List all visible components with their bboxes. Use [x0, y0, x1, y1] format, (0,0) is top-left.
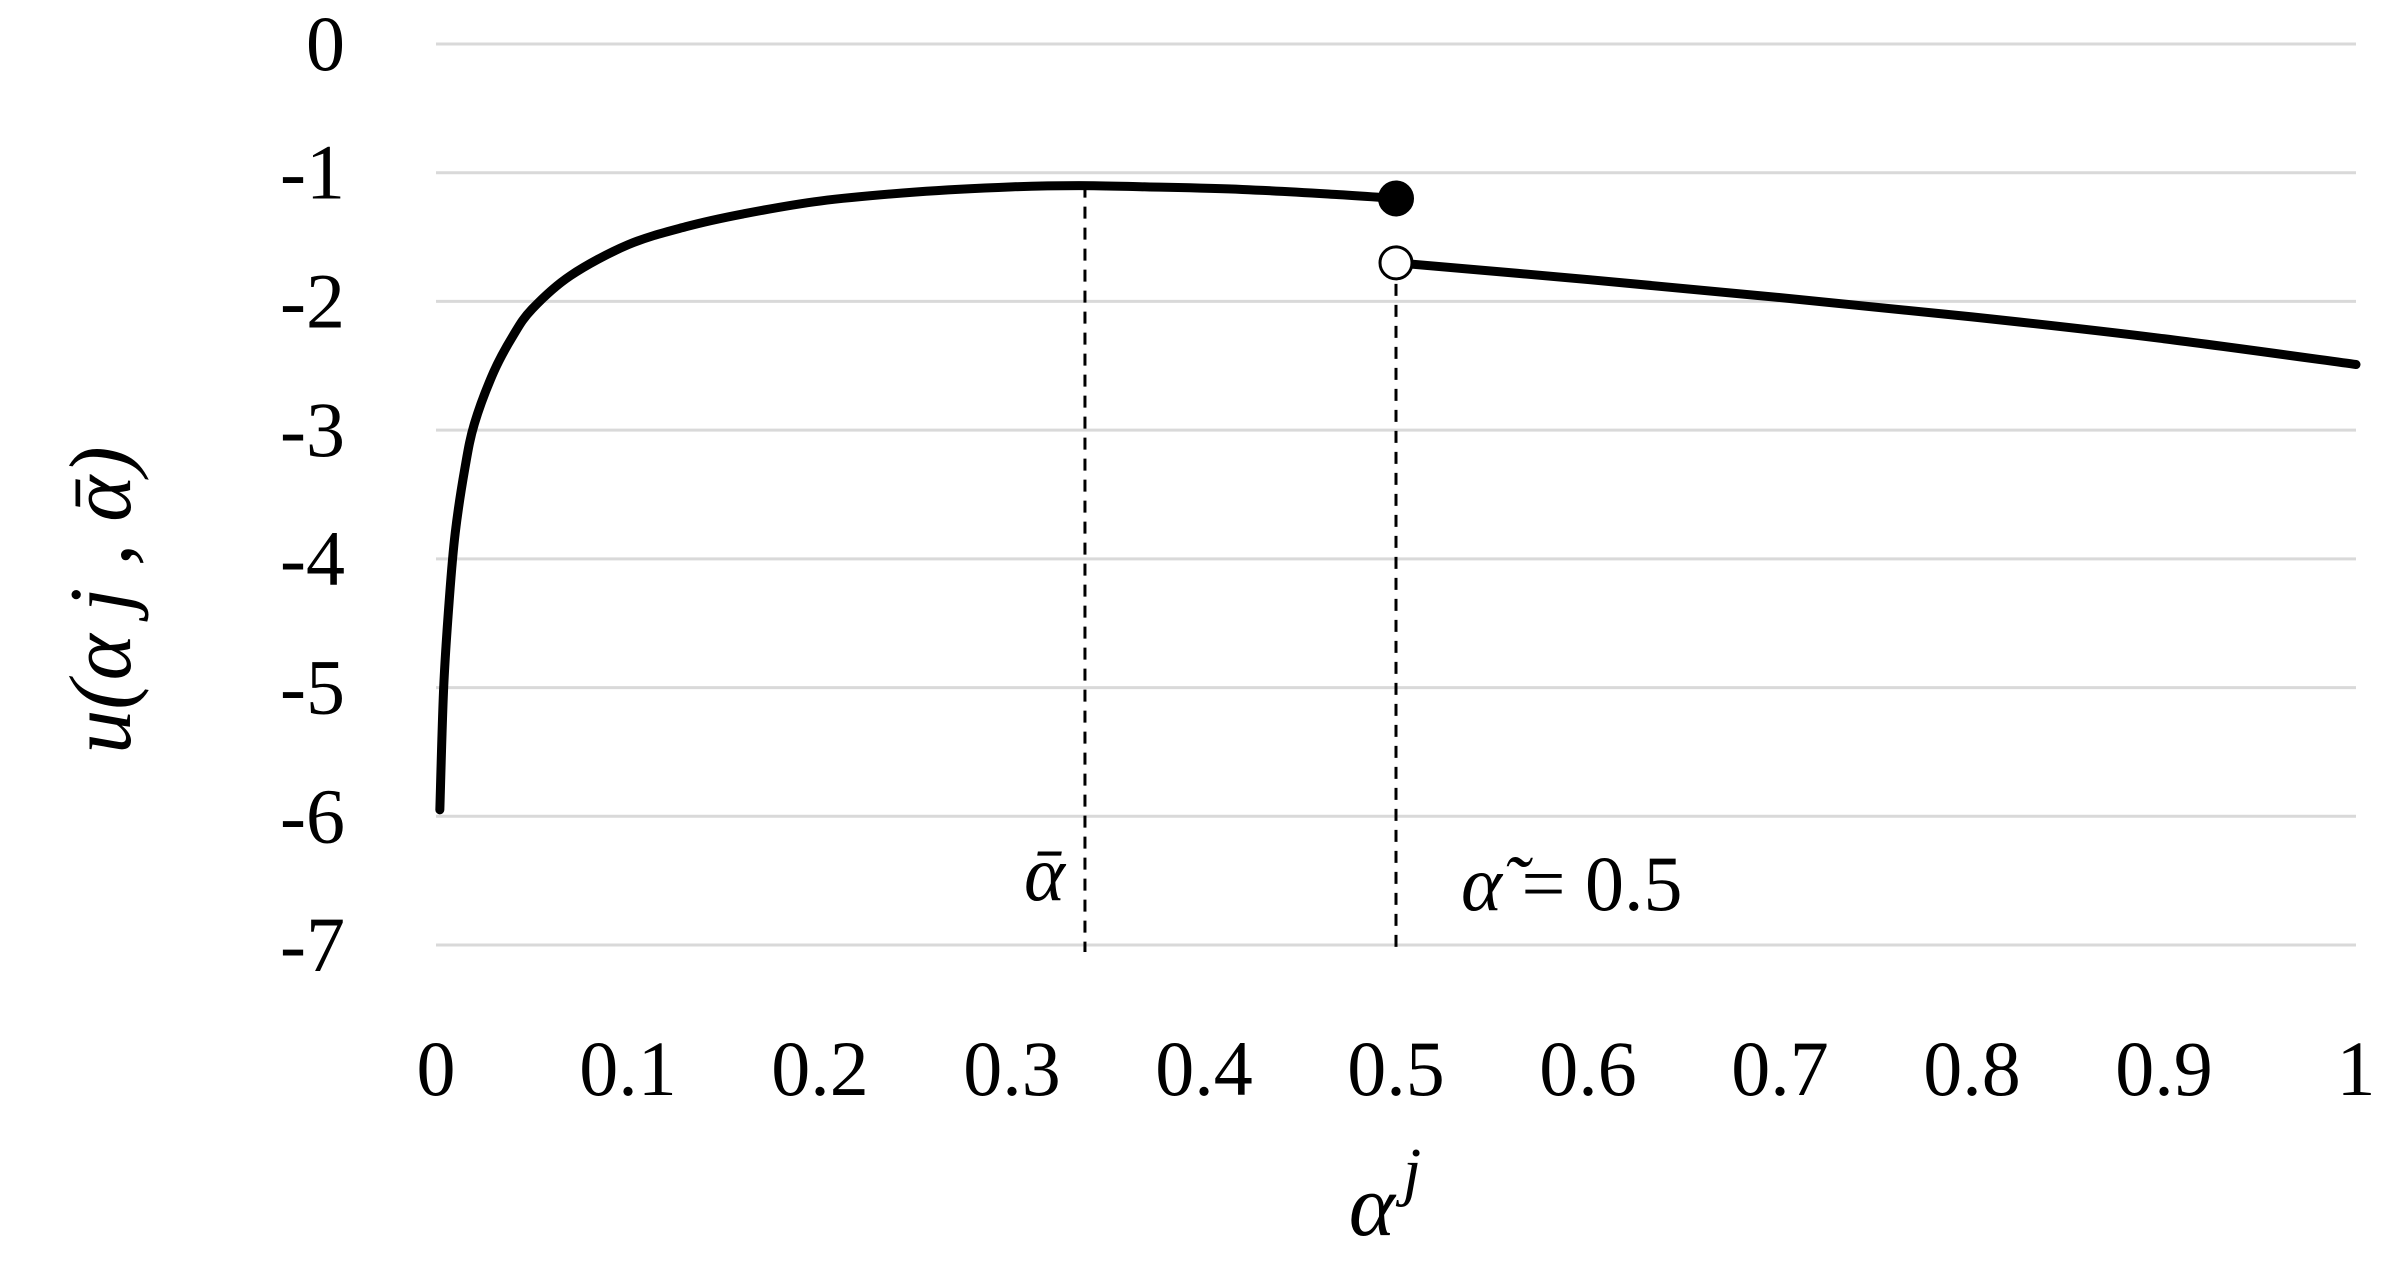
y-axis-label: u(α j , ᾱ)	[53, 446, 150, 753]
annotations: ᾱ α̃ = 0.5	[1024, 830, 1682, 927]
filled-point	[1378, 180, 1414, 217]
y-tick-label: -6	[280, 772, 345, 859]
curve-segment-right	[1391, 258, 2361, 369]
reference-lines	[1083, 185, 1398, 952]
x-tick-labels: 0 0.1 0.2 0.3 0.4 0.5 0.6 0.7 0.8 0.9 1	[417, 1025, 2376, 1112]
y-tick-label: -4	[280, 515, 345, 602]
x-tick-label: 0.8	[1923, 1025, 2021, 1112]
open-point	[1378, 245, 1414, 281]
y-tick-label: -3	[280, 386, 345, 473]
x-tick-label: 0.6	[1539, 1025, 1637, 1112]
x-tick-label: 0.7	[1731, 1025, 1829, 1112]
curve-segment-left	[435, 181, 1401, 815]
x-tick-label: 0	[417, 1025, 456, 1112]
y-tick-label: -5	[280, 644, 345, 731]
x-tick-label: 0.5	[1347, 1025, 1445, 1112]
y-tick-label: -2	[280, 257, 345, 344]
y-tick-label: 0	[306, 0, 345, 87]
y-tick-label: -7	[280, 901, 345, 988]
x-tick-label: 0.9	[2115, 1025, 2213, 1112]
curve	[435, 181, 2361, 815]
x-tick-label: 0.4	[1155, 1025, 1253, 1112]
x-tick-label: 0.3	[963, 1025, 1061, 1112]
x-tick-label: 1	[2337, 1025, 2376, 1112]
alpha-tilde-label: α̃ = 0.5	[1461, 840, 1682, 927]
x-tick-label: 0.2	[771, 1025, 869, 1112]
y-tick-labels: 0 -1 -2 -3 -4 -5 -6 -7	[280, 0, 345, 988]
discontinuity-points	[1378, 180, 1414, 281]
x-tick-label: 0.1	[579, 1025, 677, 1112]
alpha-bar-label: ᾱ	[1024, 830, 1067, 917]
y-tick-label: -1	[280, 129, 345, 216]
